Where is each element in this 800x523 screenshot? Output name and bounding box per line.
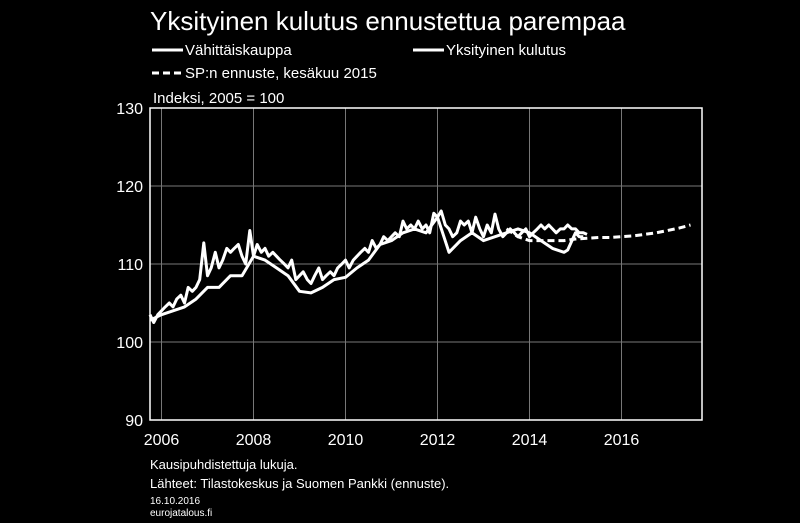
y-tick-label: 100 [116, 335, 143, 352]
y-tick-label: 120 [116, 179, 143, 196]
x-tick-label: 2010 [328, 432, 364, 449]
legend-label-sp-ennuste: SP:n ennuste, kesäkuu 2015 [185, 65, 377, 82]
unit-label: Indeksi, 2005 = 100 [153, 90, 284, 107]
series-line-0 [148, 209, 588, 324]
x-tick-label: 2014 [512, 432, 548, 449]
series-lines [148, 209, 691, 324]
x-tick-label: 2008 [236, 432, 272, 449]
y-tick-label: 110 [117, 257, 143, 274]
x-axis-ticks: 2006 2008 2010 2012 2014 2016 [144, 432, 640, 449]
source-note: Lähteet: Tilastokeskus ja Suomen Pankki … [150, 476, 449, 491]
y-tick-label: 90 [125, 413, 143, 430]
series-line-1 [149, 215, 584, 322]
legend: Vähittäiskauppa Yksityinen kulutus SP:n … [152, 42, 566, 82]
x-tick-label: 2006 [144, 432, 180, 449]
plot-frame [149, 107, 703, 421]
legend-label-yksityinen-kulutus: Yksityinen kulutus [446, 42, 566, 59]
seasonal-note: Kausipuhdistettuja lukuja. [150, 457, 297, 472]
legend-label-vahittaiskauppa: Vähittäiskauppa [185, 42, 292, 59]
x-tick-label: 2016 [604, 432, 640, 449]
series-line-2 [505, 223, 691, 243]
x-tick-label: 2012 [420, 432, 456, 449]
chart-title: Yksityinen kulutus ennustettua parempaa [150, 6, 626, 36]
y-tick-label: 130 [116, 101, 143, 118]
y-axis-ticks: 90 100 110 120 130 [116, 101, 143, 430]
publish-date: 16.10.2016 [150, 496, 200, 507]
site-name: eurojatalous.fi [150, 508, 212, 519]
grid [150, 108, 702, 420]
